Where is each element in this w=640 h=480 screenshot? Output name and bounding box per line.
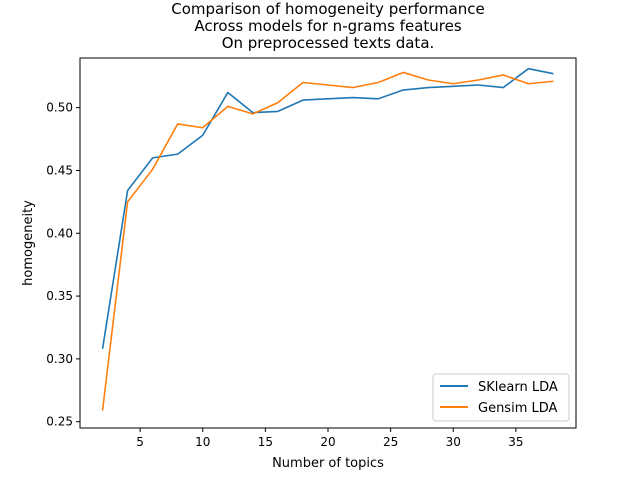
y-tick-label: 0.30 [46,352,73,366]
series-layer [101,67,554,411]
y-tick-label: 0.35 [46,289,73,303]
x-tick-label: 10 [195,435,210,449]
legend-label-sklearn-lda: SKlearn LDA [478,380,558,395]
y-tick-label: 0.50 [46,101,73,115]
x-tick-label: 30 [446,435,461,449]
series-line-gensim-lda [101,71,554,411]
y-axis-label: homogeneity [21,200,36,286]
y-tick-label: 0.40 [46,226,73,240]
x-tick-label: 25 [383,435,398,449]
legend-label-gensim-lda: Gensim LDA [478,401,558,416]
y-tick-label: 0.25 [46,415,73,429]
chart-title-line-1: Comparison of homogeneity performance [171,0,485,18]
plot-area-frame [79,57,577,429]
legend: SKlearn LDA Gensim LDA [432,373,570,422]
chart-title-line-3: On preprocessed texts data. [222,34,435,52]
chart-title-line-2: Across models for n-grams features [194,17,461,35]
x-axis-label: Number of topics [272,456,384,471]
x-tick-label: 35 [508,435,523,449]
series-line-sklearn-lda [101,67,554,349]
x-tick-label: 5 [136,435,144,449]
y-tick-label: 0.45 [46,163,73,177]
x-tick-label: 15 [258,435,273,449]
ticks-layer: 5 10 15 20 25 30 35 0.25 0.30 0.35 0.40 0.45 0.50 [46,101,523,449]
x-tick-label: 20 [320,435,335,449]
